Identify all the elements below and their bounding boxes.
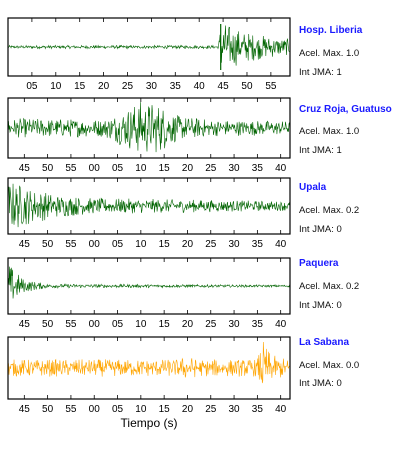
waveform-cruz-roja-guatuso: [8, 102, 290, 153]
tick-label: 30: [229, 239, 241, 250]
tick-label: 05: [112, 319, 124, 330]
tick-label: 50: [42, 239, 54, 250]
panel-la-sabana: 45 50 55 00 05 10 15 20 25 30 35 40: [7, 336, 291, 415]
tick-label: 30: [229, 404, 241, 415]
tick-label: 35: [252, 163, 264, 174]
x-axis-label: Tiempo (s): [120, 416, 178, 430]
tick-label: 10: [135, 404, 147, 415]
waveform-paquera: [8, 266, 290, 299]
tick-label: 20: [182, 319, 194, 330]
tick-label: 00: [89, 163, 101, 174]
accel-label-la-sabana: Acel. Max. 0.0: [299, 360, 360, 371]
tick-label: 45: [218, 81, 230, 92]
jma-label-la-sabana: Int JMA: 0: [299, 378, 342, 389]
panel-frame-la-sabana: [7, 336, 291, 400]
tick-label: 15: [159, 404, 171, 415]
jma-label-upala: Int JMA: 0: [299, 224, 342, 235]
tick-label: 15: [159, 163, 171, 174]
tick-label: 55: [65, 163, 77, 174]
station-name-cruz-roja: Cruz Roja, Guatuso: [299, 104, 392, 115]
panel-upala: 45 50 55 00 05 10 15 20 25 30 35 40: [7, 177, 291, 250]
tick-label: 00: [89, 319, 101, 330]
tick-label: 50: [42, 163, 54, 174]
tick-label: 05: [26, 81, 38, 92]
tick-label: 10: [135, 319, 147, 330]
tick-label: 30: [229, 163, 241, 174]
tick-label: 45: [19, 404, 31, 415]
tick-label: 10: [50, 81, 62, 92]
tick-label: 20: [182, 239, 194, 250]
tick-label: 40: [275, 404, 287, 415]
tick-label: 15: [159, 239, 171, 250]
tick-label: 25: [205, 239, 217, 250]
tick-label: 00: [89, 404, 101, 415]
panel-cruz-roja-guatuso: 45 50 55 00 05 10 15 20 25 30 35 40: [7, 97, 291, 174]
tick-label: 35: [252, 319, 264, 330]
accel-label-upala: Acel. Max. 0.2: [299, 205, 360, 216]
panel-paquera: 45 50 55 00 05 10 15 20 25 30 35 40: [7, 257, 291, 330]
tick-label: 45: [19, 319, 31, 330]
accel-label-hosp-liberia: Acel. Max. 1.0: [299, 48, 360, 59]
tick-label: 50: [42, 404, 54, 415]
tick-label: 05: [112, 404, 124, 415]
panel-hosp-liberia: 05 10 15 20 25 30 35 40 45 50 55: [7, 17, 291, 92]
accel-label-paquera: Acel. Max. 0.2: [299, 281, 360, 292]
tick-label: 05: [112, 163, 124, 174]
tick-label: 20: [182, 404, 194, 415]
panel-frame-hosp-liberia: [7, 17, 291, 77]
station-name-upala: Upala: [299, 182, 327, 193]
tick-label: 40: [275, 163, 287, 174]
waveform-hosp-liberia: [8, 25, 290, 66]
tick-label: 40: [275, 239, 287, 250]
tick-label: 55: [65, 319, 77, 330]
tick-label: 10: [135, 163, 147, 174]
tick-label: 35: [170, 81, 182, 92]
tick-label: 15: [159, 319, 171, 330]
tick-label: 55: [265, 81, 277, 92]
tick-label: 35: [252, 404, 264, 415]
tick-label: 40: [275, 319, 287, 330]
jma-label-cruz-roja: Int JMA: 1: [299, 145, 342, 156]
tick-label: 00: [89, 239, 101, 250]
station-name-hosp-liberia: Hosp. Liberia: [299, 25, 363, 36]
tick-label: 15: [74, 81, 86, 92]
jma-label-hosp-liberia: Int JMA: 1: [299, 67, 342, 78]
tick-label: 25: [205, 319, 217, 330]
waveform-upala: [8, 183, 290, 228]
panel-frame-paquera: [7, 257, 291, 315]
panel-frame-cruz-roja-guatuso: [7, 97, 291, 159]
tick-label: 50: [241, 81, 253, 92]
tick-label: 10: [135, 239, 147, 250]
tick-label: 25: [205, 404, 217, 415]
tick-label: 55: [65, 239, 77, 250]
station-name-paquera: Paquera: [299, 258, 339, 269]
station-name-la-sabana: La Sabana: [299, 337, 350, 348]
tick-label: 50: [42, 319, 54, 330]
tick-label: 20: [98, 81, 110, 92]
panel-frame-upala: [7, 177, 291, 235]
tick-label: 30: [146, 81, 158, 92]
tick-label: 45: [19, 163, 31, 174]
jma-label-paquera: Int JMA: 0: [299, 300, 342, 311]
tick-label: 25: [205, 163, 217, 174]
tick-label: 35: [252, 239, 264, 250]
tick-label: 25: [122, 81, 134, 92]
waveform-la-sabana: [8, 342, 290, 384]
tick-label: 45: [19, 239, 31, 250]
tick-label: 55: [65, 404, 77, 415]
accel-label-cruz-roja: Acel. Max. 1.0: [299, 126, 360, 137]
tick-label: 05: [112, 239, 124, 250]
tick-label: 30: [229, 319, 241, 330]
tick-label: 20: [182, 163, 194, 174]
tick-label: 40: [194, 81, 206, 92]
